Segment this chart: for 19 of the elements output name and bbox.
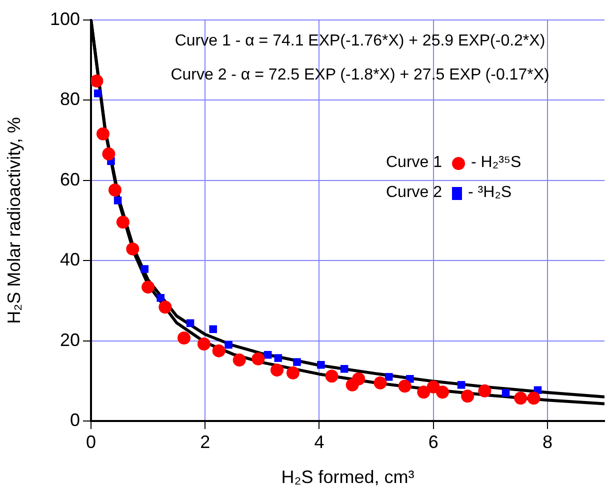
annotation: Curve 1 - α = 74.1 EXP(-1.76*X) + 25.9 EXP(-0.2*X)	[174, 32, 546, 50]
y-tick-label: 0	[70, 410, 80, 430]
y-axis-title: H₂S Molar radioactivity, %	[4, 117, 24, 324]
x-axis-title: H₂S formed, cm³	[281, 467, 414, 488]
legend-label: Curve 2	[386, 183, 442, 203]
x-tick-label: 0	[86, 432, 96, 452]
x-tick-label: 2	[200, 432, 210, 452]
x-tick-label: 4	[314, 432, 324, 452]
x-tick-label: 8	[542, 432, 552, 452]
y-tick-label: 80	[60, 89, 80, 110]
y-tick-label: 60	[60, 169, 80, 190]
annotation: Curve 2 - α = 72.5 EXP (-1.8*X) + 27.5 EXP (-0.17*X)	[170, 66, 550, 84]
annotation: - ³H₂S	[468, 183, 512, 203]
x-tick-label: 6	[428, 432, 438, 452]
legend-label: Curve 1	[386, 153, 442, 173]
y-tick-label: 20	[60, 330, 80, 350]
y-tick-label: 100	[50, 8, 80, 29]
annotation: - H₂³⁵S	[471, 153, 522, 173]
y-tick-label: 40	[60, 250, 80, 270]
